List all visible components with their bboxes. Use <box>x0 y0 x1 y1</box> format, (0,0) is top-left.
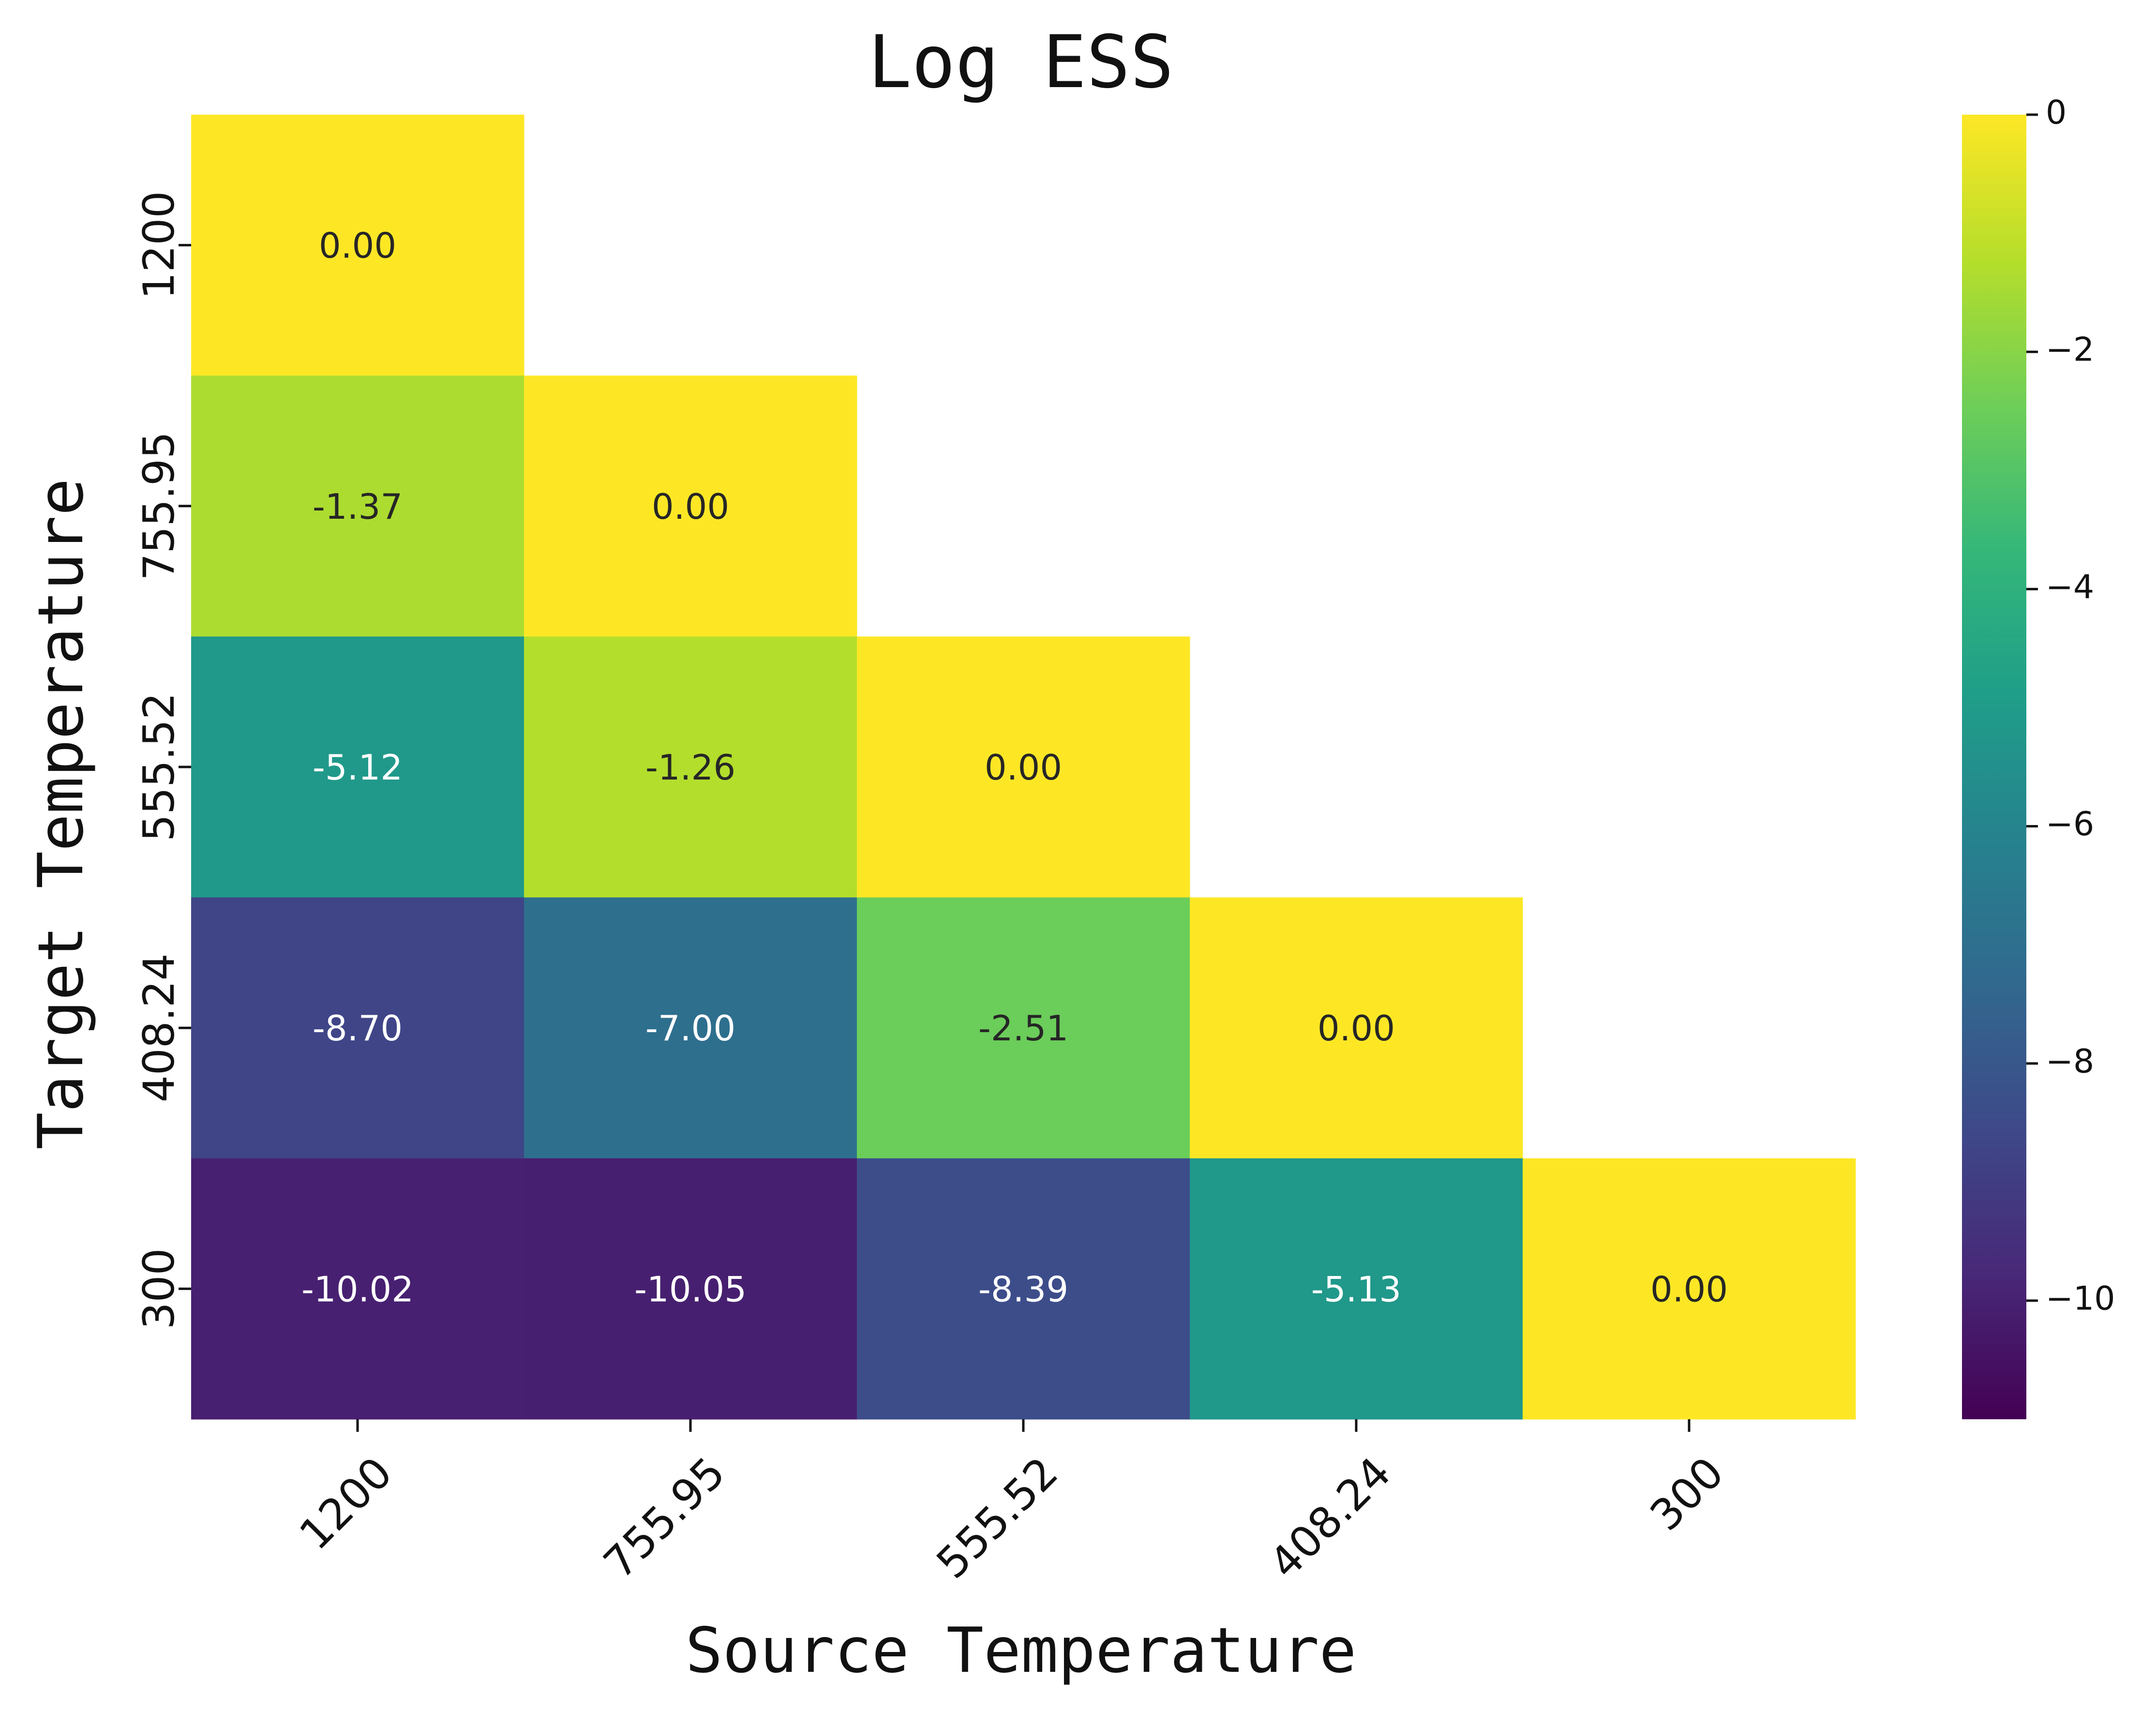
heatmap-cell <box>524 636 857 898</box>
cell-value-label: -7.00 <box>645 1008 735 1049</box>
heatmap-cell <box>1190 897 1523 1159</box>
y-tick-label: 300 <box>134 1248 184 1329</box>
heatmap-cell <box>857 897 1190 1159</box>
chart-title: Log ESS <box>868 20 1174 105</box>
heatmap-cell <box>191 897 524 1159</box>
x-tick-label: 755.95 <box>594 1447 735 1588</box>
heatmap-cell <box>524 1158 857 1420</box>
cell-value-label: -5.13 <box>1311 1269 1401 1309</box>
y-tick-label: 1200 <box>134 191 184 300</box>
heatmap-cell <box>857 1158 1190 1420</box>
heatmap-cells <box>191 115 1856 1420</box>
cell-value-label: -10.02 <box>301 1269 414 1309</box>
cell-value-label: 0.00 <box>985 747 1062 788</box>
cell-value-label: -5.12 <box>313 747 403 788</box>
cell-value-label: -1.37 <box>313 486 403 527</box>
colorbar-tick-label: −2 <box>2046 331 2094 369</box>
cell-value-label: 0.00 <box>1650 1269 1728 1309</box>
heatmap-cell <box>524 897 857 1159</box>
heatmap-cell <box>191 115 524 376</box>
colorbar-tick-label: −6 <box>2046 805 2094 843</box>
heatmap-cell <box>524 375 857 637</box>
heatmap-cell <box>191 375 524 637</box>
colorbar-tick-label: −10 <box>2046 1279 2115 1318</box>
y-axis-ticks: 1200 755.95 555.52 408.24 300 <box>134 191 191 1329</box>
heatmap-cell <box>191 636 524 898</box>
x-tick-label: 300 <box>1641 1447 1734 1540</box>
colorbar-ticks: 0 −2 −4 −6 −8 −10 <box>2026 94 2115 1318</box>
x-axis-ticks: 1200 755.95 555.52 408.24 300 <box>290 1419 1733 1588</box>
colorbar-tick-label: −8 <box>2046 1042 2094 1081</box>
cell-value-label: -10.05 <box>634 1269 747 1309</box>
cell-value-label: 0.00 <box>319 225 396 266</box>
y-tick-label: 755.95 <box>134 432 184 581</box>
colorbar <box>1962 115 2026 1419</box>
heatmap-cell <box>191 1158 524 1420</box>
heatmap-cell-labels: 0.00 -1.37 0.00 -5.12 -1.26 0.00 -8.70 -7.00 -2.… <box>301 225 1728 1310</box>
x-tick-label: 1200 <box>290 1447 402 1559</box>
cell-value-label: -8.70 <box>313 1008 403 1049</box>
cell-value-label: 0.00 <box>1318 1008 1395 1049</box>
heatmap-cell <box>1190 1158 1523 1420</box>
cell-value-label: -8.39 <box>978 1269 1068 1309</box>
colorbar-tick-label: −4 <box>2046 568 2094 606</box>
x-axis-label: Source Temperature <box>685 1615 1356 1687</box>
heatmap-cell <box>857 636 1190 898</box>
cell-value-label: -2.51 <box>978 1008 1068 1049</box>
cell-value-label: 0.00 <box>652 486 729 527</box>
x-tick-label: 555.52 <box>927 1447 1068 1588</box>
heatmap-cell <box>1523 1158 1856 1420</box>
y-tick-label: 555.52 <box>134 692 184 841</box>
y-tick-label: 408.24 <box>134 953 184 1102</box>
cell-value-label: -1.26 <box>645 747 735 788</box>
colorbar-tick-label: 0 <box>2046 94 2066 132</box>
x-tick-label: 408.24 <box>1260 1447 1401 1588</box>
y-axis-label: Target Temperature <box>25 478 97 1149</box>
